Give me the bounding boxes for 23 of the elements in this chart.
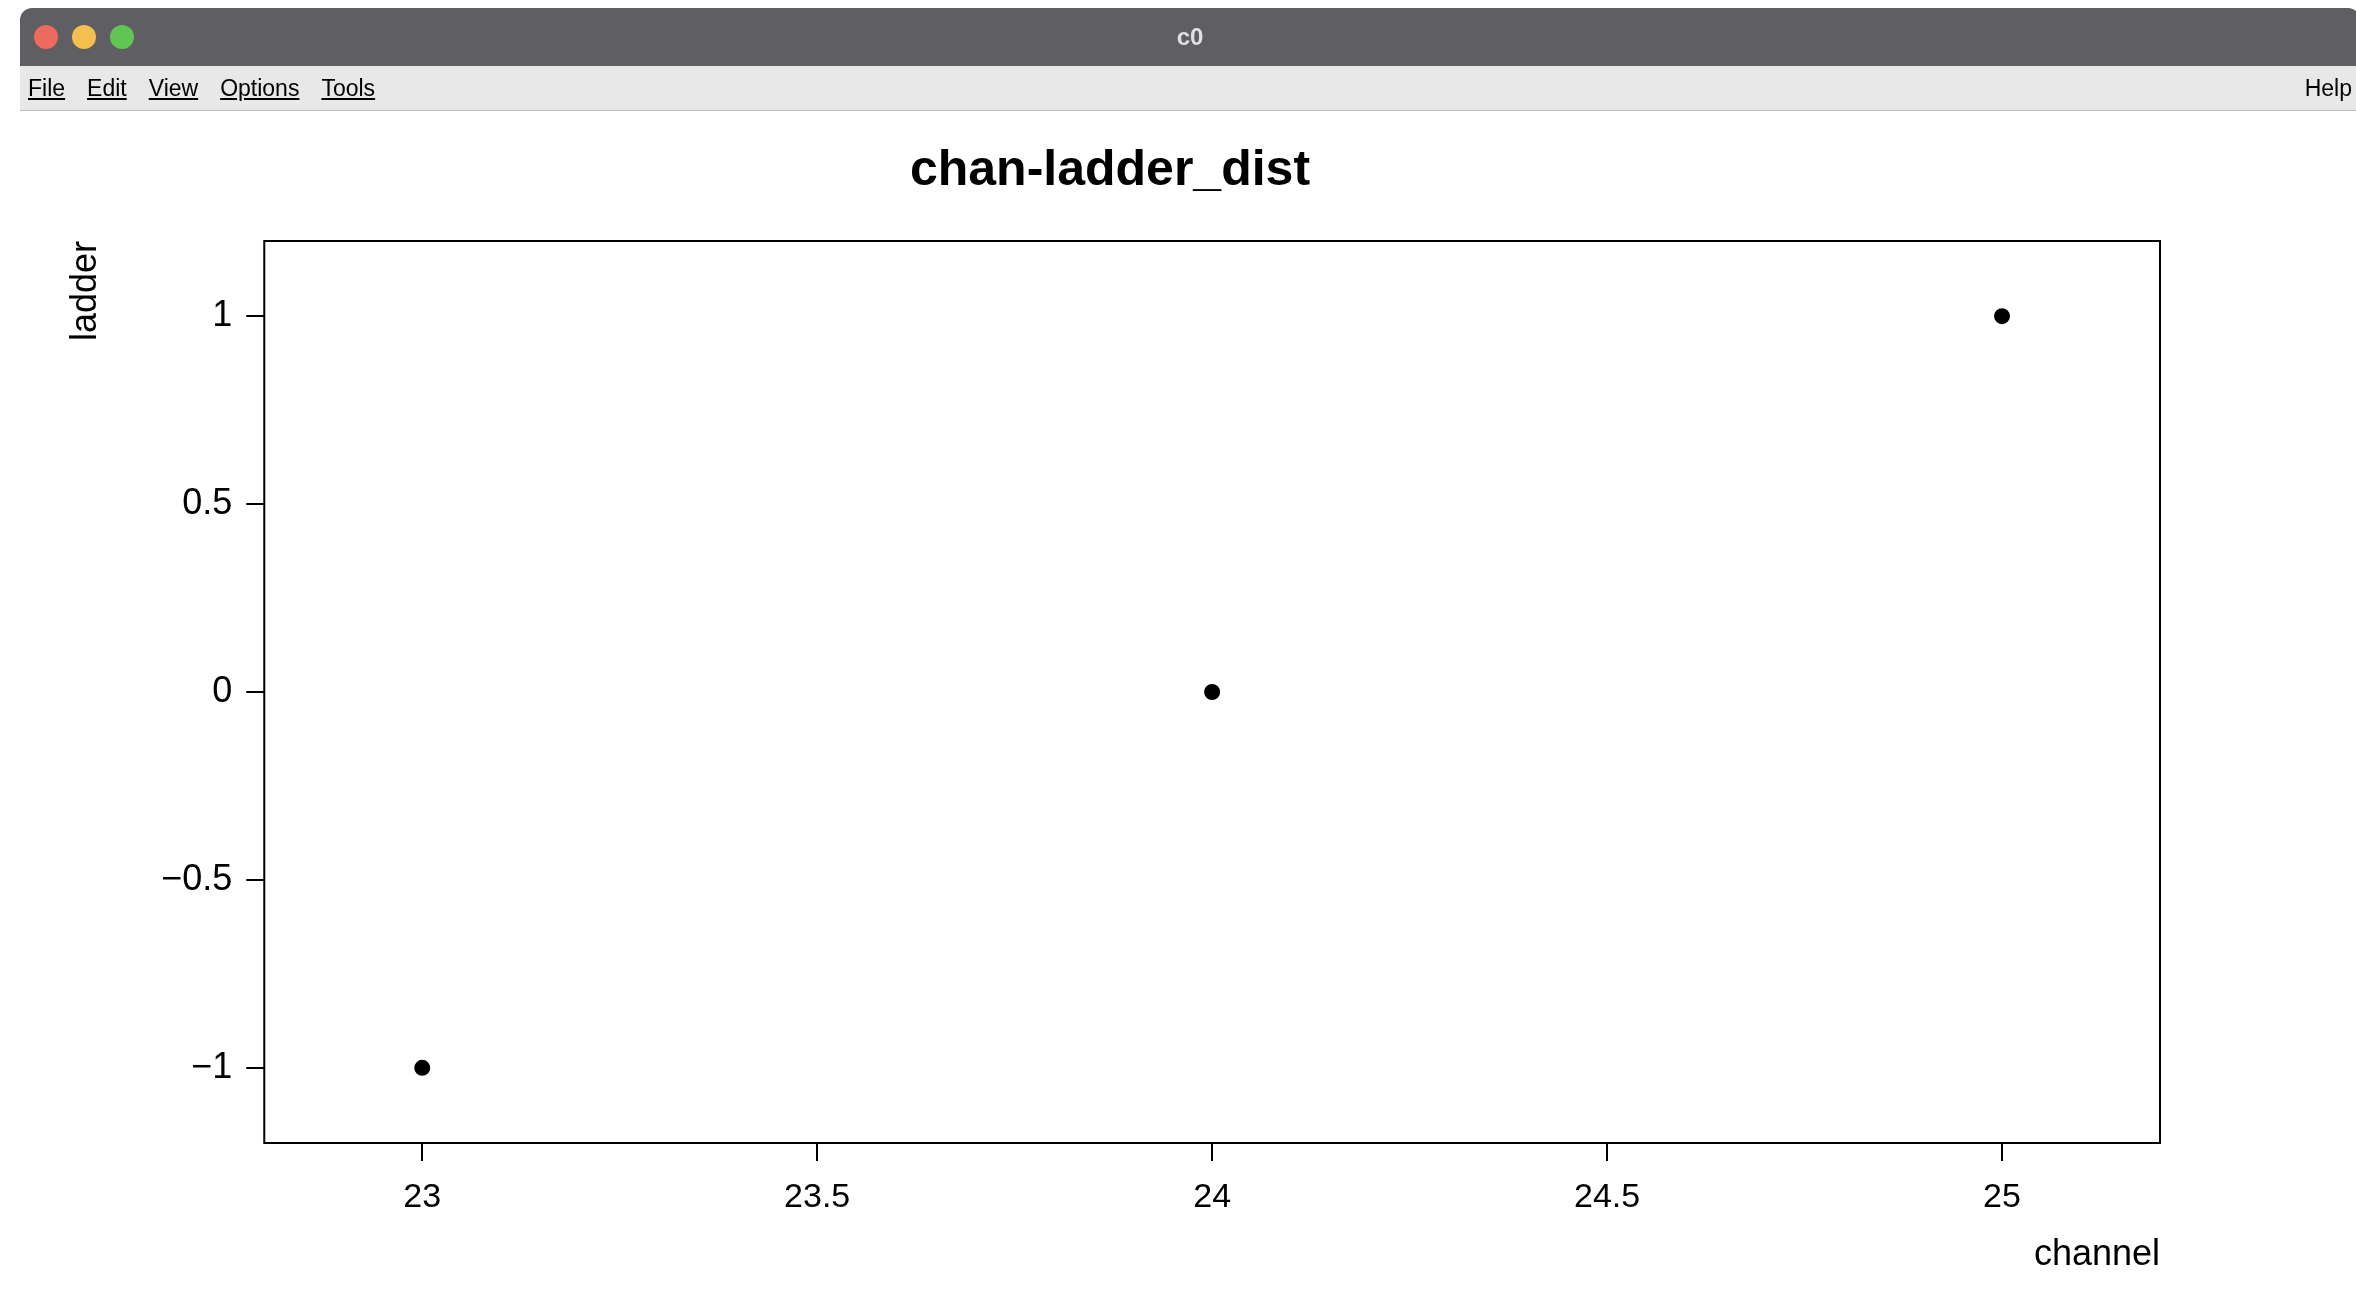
text: Help <box>2304 74 2352 102</box>
point <box>1994 308 2011 325</box>
x-tick-label: 23 <box>403 1175 442 1214</box>
text: c0 <box>1175 23 1205 51</box>
x-tick-label: 24.5 <box>1573 1175 1641 1214</box>
y-tick-label: −1 <box>191 1044 233 1086</box>
x-tick-label: 23.5 <box>784 1175 851 1214</box>
y-tick-label: 1 <box>212 293 233 335</box>
point <box>414 1059 431 1076</box>
text: Tools <box>321 74 376 102</box>
y-tick-label: 0 <box>212 668 233 710</box>
x-tick-label: 25 <box>1983 1175 2021 1214</box>
y-tick-label: −0.5 <box>161 856 233 898</box>
x-axis-title: channel <box>2033 1232 2160 1274</box>
y-tick-label: 0.5 <box>182 481 233 523</box>
text: Edit <box>87 74 127 102</box>
text: View <box>148 74 199 102</box>
point <box>1204 684 1221 700</box>
x-tick-label: 24 <box>1193 1175 1232 1214</box>
chart-title: chan-ladder_dist <box>909 139 1311 196</box>
y-axis-title: ladder <box>62 240 104 342</box>
text: Options <box>220 74 300 102</box>
text: File <box>28 74 66 102</box>
